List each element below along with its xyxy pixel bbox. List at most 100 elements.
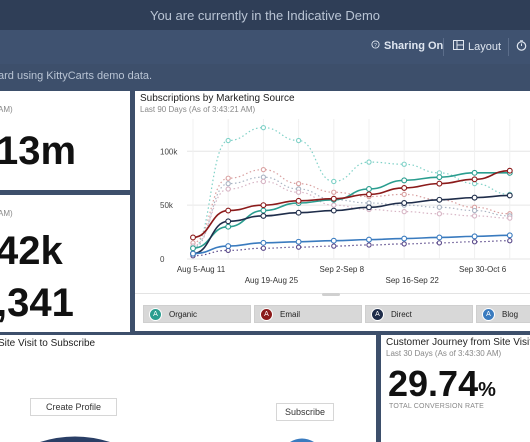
series-point xyxy=(225,223,232,230)
series-point xyxy=(330,237,337,244)
series-point xyxy=(260,207,267,214)
funnel-segment-left xyxy=(40,436,110,442)
series-point xyxy=(295,197,302,204)
kpi-subtitle: AM) xyxy=(0,105,13,114)
kpi-value-secondary: ,341 xyxy=(0,281,74,325)
direct-series-icon: A xyxy=(371,307,384,321)
dashboard-description-text: ard using KittyCarts demo data. xyxy=(0,70,153,82)
series-point xyxy=(366,186,372,192)
series-point xyxy=(401,177,408,184)
x-tick-label: Sep 2-Sep 8 xyxy=(320,265,365,274)
funnel-segment-right xyxy=(290,438,314,442)
svg-text:?: ? xyxy=(374,43,377,49)
series-point xyxy=(507,238,513,244)
series-point xyxy=(401,208,407,215)
series-point xyxy=(366,236,372,243)
series-point xyxy=(260,178,267,185)
demo-banner-text: You are currently in the Indicative Demo xyxy=(149,8,381,23)
series-point xyxy=(260,166,267,173)
series-point xyxy=(507,215,513,221)
legend-direct[interactable]: A Direct xyxy=(365,305,473,323)
series-point xyxy=(366,159,372,165)
series-point xyxy=(401,235,408,242)
series-point xyxy=(401,200,408,206)
series-point xyxy=(436,234,443,241)
series-point xyxy=(471,207,478,214)
x-tick-label: Aug 19-Aug 25 xyxy=(245,276,299,285)
series-point xyxy=(436,196,443,203)
series-point xyxy=(471,239,478,245)
x-tick-label: Sep 16-Sep 22 xyxy=(385,276,439,285)
question-circle-icon: ? xyxy=(371,40,380,52)
series-point xyxy=(225,186,231,192)
series-point xyxy=(295,238,302,245)
legend-label: Blog xyxy=(502,309,519,319)
series-point xyxy=(295,244,302,250)
series-point xyxy=(190,250,196,257)
series-point xyxy=(330,195,337,202)
series-line xyxy=(192,169,510,244)
series-point xyxy=(260,202,267,209)
series-point xyxy=(436,240,443,246)
toolbar-divider xyxy=(508,38,509,56)
layout-button[interactable]: Layout xyxy=(453,40,501,53)
conversion-rate-value: 29.74% xyxy=(388,363,496,405)
timer-button[interactable] xyxy=(516,40,527,54)
legend-blog[interactable]: A Blog xyxy=(476,305,530,323)
dashboard-description: ard using KittyCarts demo data. xyxy=(0,64,530,90)
series-point xyxy=(436,174,443,181)
series-point xyxy=(506,167,513,174)
series-point xyxy=(471,176,478,183)
conversion-rate-unit: % xyxy=(478,379,496,401)
series-point xyxy=(506,192,513,199)
series-line xyxy=(192,180,510,247)
series-line xyxy=(192,176,510,249)
legend-label: Direct xyxy=(391,309,412,319)
series-point xyxy=(471,169,478,176)
sharing-button[interactable]: ? Sharing On xyxy=(371,40,443,52)
chart-title: Subscriptions by Marketing Source xyxy=(140,93,295,104)
x-tick-label: Aug 5-Aug 11 xyxy=(177,265,226,274)
layout-icon xyxy=(453,40,464,53)
series-line xyxy=(192,240,510,257)
series-point xyxy=(225,207,232,214)
series-point xyxy=(366,242,372,248)
email-series-icon: A xyxy=(260,307,273,321)
subscribe-step[interactable]: Subscribe xyxy=(276,403,334,421)
series-line xyxy=(192,234,510,255)
series-point xyxy=(225,137,231,144)
funnel-panel: Site Visit to Subscribe Create Profile S… xyxy=(0,335,376,442)
series-point xyxy=(295,189,302,195)
create-profile-step[interactable]: Create Profile xyxy=(30,398,117,416)
stopwatch-icon xyxy=(516,40,527,54)
series-point xyxy=(295,209,302,216)
series-point xyxy=(401,161,407,167)
series-point xyxy=(260,124,267,131)
series-point xyxy=(506,232,513,239)
legend-label: Organic xyxy=(169,309,198,319)
series-point xyxy=(331,243,337,249)
y-tick-label: 100k xyxy=(160,147,178,156)
series-point xyxy=(260,245,267,251)
series-point xyxy=(295,137,302,144)
legend-email[interactable]: A Email xyxy=(254,305,362,323)
subscriptions-line-chart[interactable]: 0 50k 100k Aug 5-Aug 11 Aug 19-Aug 25 Sep 2-S… xyxy=(135,91,530,291)
kpi-panel-1[interactable]: AM) 13m xyxy=(0,91,130,190)
kpi-value: 13m xyxy=(0,129,77,173)
conversion-rate-caption: TOTAL CONVERSION RATE xyxy=(389,403,484,410)
resize-handle[interactable] xyxy=(322,293,340,296)
kpi-value: 42k xyxy=(0,229,63,273)
organic-series-icon: A xyxy=(149,307,162,321)
x-tick-label: Sep 30-Oct 6 xyxy=(459,265,507,274)
chart-subtitle: Last 90 Days (As of 3:43:21 AM) xyxy=(140,105,256,114)
series-point xyxy=(436,211,443,217)
series-point xyxy=(260,239,267,246)
kpi-panel-2[interactable]: AM) 42k ,341 xyxy=(0,195,130,332)
journey-subtitle: Last 30 Days (As of 3:43:30 AM) xyxy=(386,349,502,358)
journey-panel: Customer Journey from Site Visit t Last … xyxy=(381,335,530,442)
legend-organic[interactable]: A Organic xyxy=(143,305,251,323)
layout-label: Layout xyxy=(468,40,502,53)
series-point xyxy=(471,233,478,240)
series-line xyxy=(192,127,510,249)
app-toolbar: ? Sharing On Layout xyxy=(0,30,530,64)
